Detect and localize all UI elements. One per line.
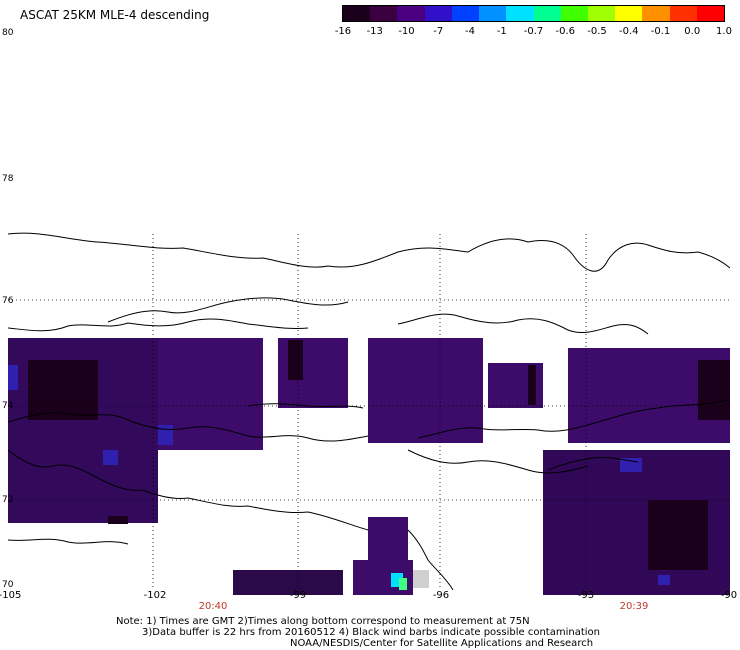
time-label-right: 20:39 [619,601,649,612]
colorbar-segment [479,6,507,21]
colorbar-tick-label: -0.5 [587,26,607,37]
lon-label-102: -102 [143,590,167,601]
colorbar-tick-label: -1 [496,26,507,37]
colorbar-tick-label: -0.7 [523,26,544,37]
colorbar-tick-label: 0.0 [684,26,701,37]
colorbar [342,5,725,22]
note-line-1: Note: 1) Times are GMT 2)Times along bot… [116,616,530,627]
lat-label-78: 78 [2,174,14,184]
colorbar-segment [397,6,425,21]
lat-label-70: 70 [2,580,14,590]
colorbar-segment [615,6,643,21]
colorbar-segment [370,6,398,21]
lat-label-72: 72 [2,495,14,505]
graticule [8,234,730,590]
colorbar-segment [506,6,534,21]
note-line-3: NOAA/NESDIS/Center for Satellite Applica… [290,638,594,649]
colorbar-tick-label: -0.1 [650,26,671,37]
lat-label-76: 76 [2,296,14,306]
colorbar-segment [669,6,697,21]
lon-label-93: -93 [577,590,595,601]
lon-label-99: -99 [289,590,307,601]
lon-label-90: -90 [720,590,738,601]
lon-label-96: -96 [432,590,450,601]
lon-label-105: -105 [0,590,22,601]
wind-swath [8,338,730,595]
coastlines [8,232,730,591]
colorbar-segment [696,6,725,21]
map-title: ASCAT 25KM MLE-4 descending [20,8,210,22]
colorbar-tick-label: -10 [398,26,415,37]
colorbar-tick-label: -7 [433,26,444,37]
lat-label-80: 80 [2,28,14,38]
colorbar-segment [424,6,452,21]
colorbar-tick-label: -13 [366,26,383,37]
colorbar-segment [642,6,670,21]
note-line-2: 3)Data buffer is 22 hrs from 20160512 4)… [142,627,600,638]
time-label-left: 20:40 [198,601,228,612]
colorbar-segment [533,6,561,21]
lat-label-74: 74 [2,401,14,411]
colorbar-tick-label: -0.4 [618,26,639,37]
colorbar-segment [451,6,480,21]
colorbar-segment [560,6,588,21]
colorbar-tick-label: -0.6 [555,26,576,37]
colorbar-tick-label: -16 [334,26,352,37]
colorbar-segment [587,6,616,21]
map-canvas [8,232,730,595]
colorbar-tick-label: 1.0 [716,26,732,37]
colorbar-segment [343,6,371,21]
colorbar-tick-label: -4 [465,26,475,37]
